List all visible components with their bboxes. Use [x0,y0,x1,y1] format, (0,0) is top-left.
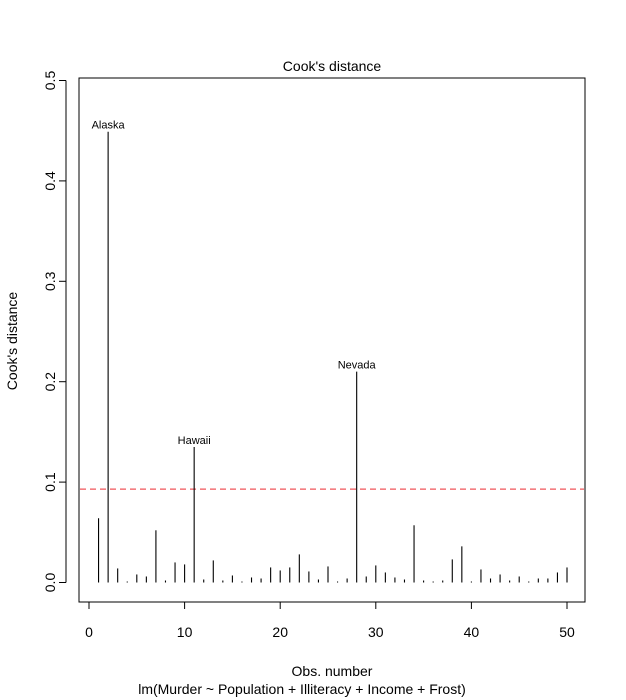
x-tick-label: 0 [85,624,93,640]
chart-subtitle: lm(Murder ~ Population + Illiteracy + In… [138,681,466,697]
y-tick-label: 0.1 [42,472,58,492]
annotation-alaska: Alaska [92,120,126,132]
y-axis: 0.0 0.1 0.2 0.3 0.4 0.5 [42,71,67,593]
x-tick-label: 30 [368,624,384,640]
annotation-nevada: Nevada [338,360,377,372]
y-tick-label: 0.2 [42,372,58,392]
x-tick-label: 20 [272,624,288,640]
y-tick-label: 0.5 [42,71,58,91]
y-tick-label: 0.0 [42,573,58,593]
y-tick-label: 0.4 [42,171,58,191]
x-tick-label: 40 [464,624,480,640]
x-axis: 0 10 20 30 40 50 [85,601,575,640]
bars [98,131,568,583]
x-axis-label: Obs. number [292,663,373,679]
x-tick-label: 10 [177,624,193,640]
chart-title: Cook's distance [283,58,382,74]
annotations: Alaska Hawaii Nevada [92,120,377,447]
plot-frame [78,77,586,603]
annotation-hawaii: Hawaii [178,435,211,447]
x-tick-label: 50 [559,624,575,640]
y-axis-label: Cook's distance [4,292,20,391]
y-tick-label: 0.3 [42,271,58,291]
